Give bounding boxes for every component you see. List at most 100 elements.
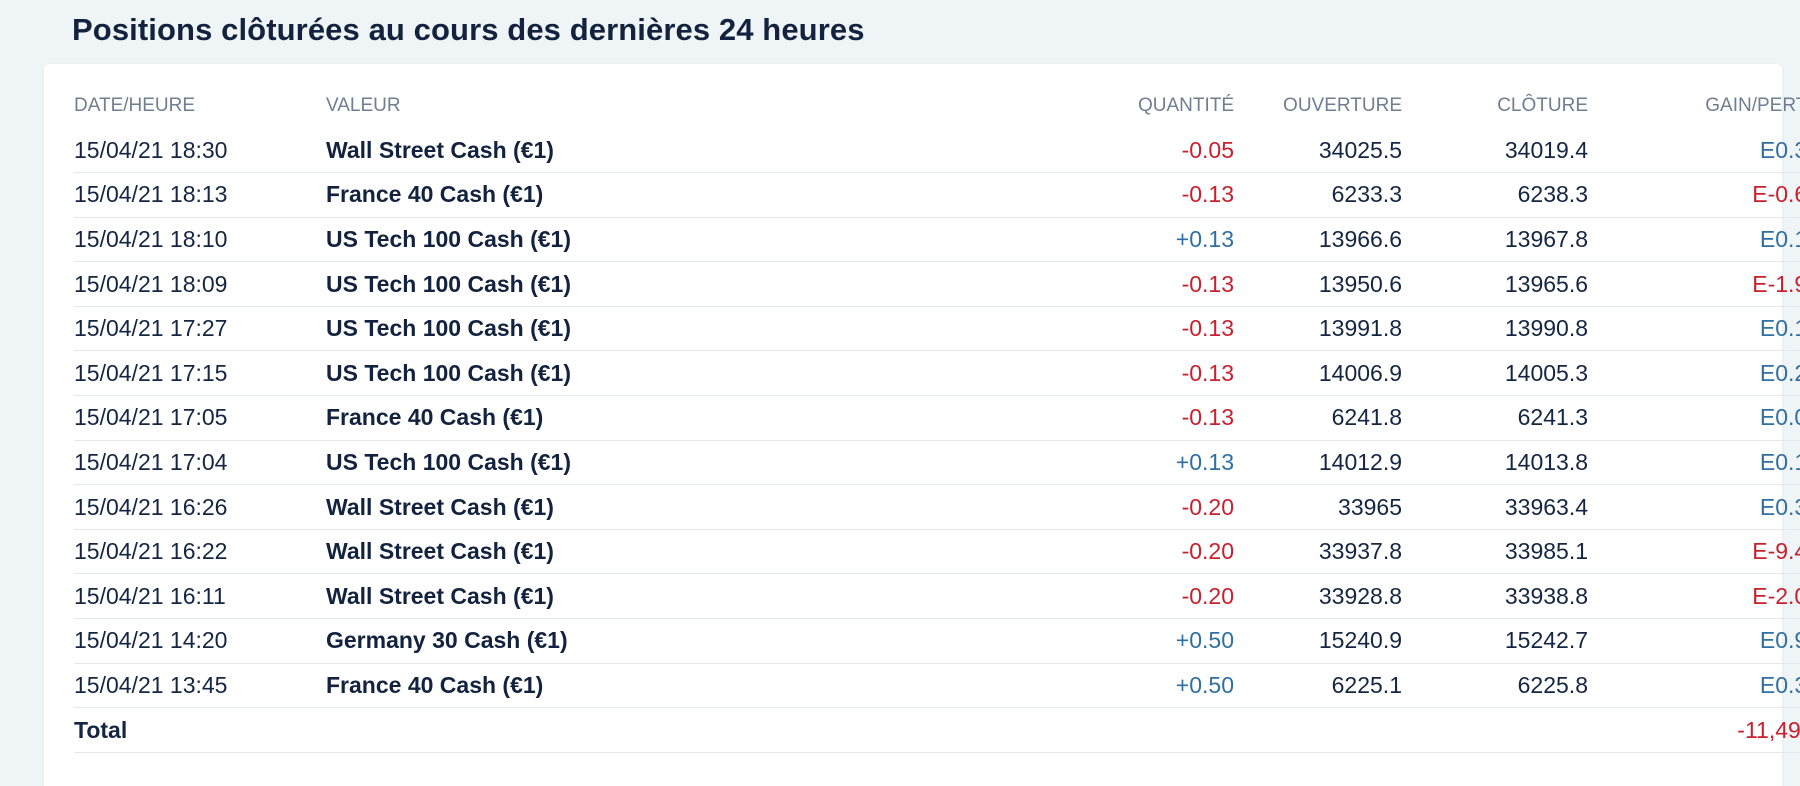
cell-profit-loss: E0.16 — [1588, 217, 1800, 263]
cell-quantity: -0.13 — [906, 395, 1234, 441]
cell-profit-loss: E0.07 — [1588, 395, 1800, 441]
table-row[interactable]: 15/04/21 17:27 US Tech 100 Cash (€1) -0.… — [74, 306, 1800, 352]
cell-open: 14012.9 — [1234, 440, 1402, 486]
cell-quantity: -0.20 — [906, 484, 1234, 530]
cell-open: 6233.3 — [1234, 172, 1402, 218]
cell-open: 33937.8 — [1234, 529, 1402, 575]
cell-quantity: -0.20 — [906, 573, 1234, 620]
cell-date: 15/04/21 13:45 — [74, 663, 326, 709]
table-row[interactable]: 15/04/21 18:30 Wall Street Cash (€1) -0.… — [74, 128, 1800, 174]
cell-quantity: -0.13 — [906, 306, 1234, 352]
cell-instrument[interactable]: US Tech 100 Cash (€1) — [326, 261, 906, 307]
cell-profit-loss: E0.13 — [1588, 306, 1800, 352]
cell-close: 34019.4 — [1402, 128, 1588, 174]
cell-instrument[interactable]: Wall Street Cash (€1) — [326, 128, 906, 174]
cell-date: 15/04/21 17:05 — [74, 395, 326, 441]
cell-profit-loss: E-9.46 — [1588, 529, 1800, 575]
cell-profit-loss: E0.12 — [1588, 440, 1800, 486]
cell-instrument[interactable]: US Tech 100 Cash (€1) — [326, 306, 906, 352]
cell-open: 13991.8 — [1234, 306, 1402, 352]
cell-quantity: +0.13 — [906, 217, 1234, 263]
cell-quantity: +0.13 — [906, 440, 1234, 486]
total-spacer — [1234, 707, 1402, 753]
cell-instrument[interactable]: France 40 Cash (€1) — [326, 663, 906, 709]
cell-date: 15/04/21 18:30 — [74, 128, 326, 174]
total-spacer — [1402, 707, 1588, 753]
cell-profit-loss: E0.21 — [1588, 350, 1800, 397]
cell-profit-loss: E0.90 — [1588, 618, 1800, 664]
cell-instrument[interactable]: France 40 Cash (€1) — [326, 172, 906, 218]
cell-close: 14005.3 — [1402, 350, 1588, 397]
table-row[interactable]: 15/04/21 17:15 US Tech 100 Cash (€1) -0.… — [74, 350, 1800, 397]
cell-close: 6225.8 — [1402, 663, 1588, 709]
cell-open: 13950.6 — [1234, 261, 1402, 307]
cell-open: 14006.9 — [1234, 350, 1402, 397]
cell-close: 6238.3 — [1402, 172, 1588, 218]
cell-instrument[interactable]: US Tech 100 Cash (€1) — [326, 440, 906, 486]
header-close[interactable]: CLÔTURE — [1497, 95, 1588, 116]
header-date[interactable]: DATE/HEURE — [74, 95, 196, 116]
cell-instrument[interactable]: Germany 30 Cash (€1) — [326, 618, 906, 664]
cell-close: 13965.6 — [1402, 261, 1588, 307]
cell-profit-loss: E-1.95 — [1588, 261, 1800, 307]
table-row[interactable]: 15/04/21 17:04 US Tech 100 Cash (€1) +0.… — [74, 440, 1800, 486]
cell-quantity: -0.20 — [906, 529, 1234, 575]
cell-profit-loss: E0.35 — [1588, 663, 1800, 709]
cell-profit-loss: E-2.00 — [1588, 573, 1800, 620]
header-instrument[interactable]: VALEUR — [326, 95, 401, 116]
cell-close: 33985.1 — [1402, 529, 1588, 575]
table-row[interactable]: 15/04/21 16:26 Wall Street Cash (€1) -0.… — [74, 484, 1800, 530]
closed-positions-table: DATE/HEURE VALEUR QUANTITÉ OUVERTURE CLÔ… — [74, 82, 1800, 753]
cell-date: 15/04/21 14:20 — [74, 618, 326, 664]
cell-date: 15/04/21 18:09 — [74, 261, 326, 307]
cell-instrument[interactable]: US Tech 100 Cash (€1) — [326, 217, 906, 263]
cell-open: 6225.1 — [1234, 663, 1402, 709]
cell-quantity: -0.05 — [906, 128, 1234, 174]
cell-quantity: -0.13 — [906, 350, 1234, 397]
table-row[interactable]: 15/04/21 14:20 Germany 30 Cash (€1) +0.5… — [74, 618, 1800, 664]
total-value: -11,49 € — [1588, 707, 1800, 753]
cell-close: 13990.8 — [1402, 306, 1588, 352]
header-profit-loss[interactable]: GAIN/PERTE — [1705, 95, 1800, 116]
cell-date: 15/04/21 16:22 — [74, 529, 326, 575]
total-spacer — [326, 707, 906, 753]
cell-quantity: -0.13 — [906, 172, 1234, 218]
table-row[interactable]: 15/04/21 18:09 US Tech 100 Cash (€1) -0.… — [74, 261, 1800, 307]
cell-close: 14013.8 — [1402, 440, 1588, 486]
cell-profit-loss: E0.31 — [1588, 128, 1800, 174]
cell-instrument[interactable]: France 40 Cash (€1) — [326, 395, 906, 441]
table-row[interactable]: 15/04/21 17:05 France 40 Cash (€1) -0.13… — [74, 395, 1800, 441]
cell-instrument[interactable]: US Tech 100 Cash (€1) — [326, 350, 906, 397]
table-header-row: DATE/HEURE VALEUR QUANTITÉ OUVERTURE CLÔ… — [74, 82, 1800, 128]
table-row[interactable]: 15/04/21 13:45 France 40 Cash (€1) +0.50… — [74, 663, 1800, 709]
cell-date: 15/04/21 16:11 — [74, 573, 326, 620]
cell-date: 15/04/21 18:13 — [74, 172, 326, 218]
cell-date: 15/04/21 17:27 — [74, 306, 326, 352]
cell-date: 15/04/21 16:26 — [74, 484, 326, 530]
cell-quantity: +0.50 — [906, 618, 1234, 664]
cell-open: 15240.9 — [1234, 618, 1402, 664]
header-open[interactable]: OUVERTURE — [1283, 95, 1402, 116]
cell-instrument[interactable]: Wall Street Cash (€1) — [326, 529, 906, 575]
cell-profit-loss: E-0.65 — [1588, 172, 1800, 218]
cell-quantity: +0.50 — [906, 663, 1234, 709]
cell-instrument[interactable]: Wall Street Cash (€1) — [326, 573, 906, 620]
table-row[interactable]: 15/04/21 16:11 Wall Street Cash (€1) -0.… — [74, 573, 1800, 620]
table-row[interactable]: 15/04/21 18:13 France 40 Cash (€1) -0.13… — [74, 172, 1800, 218]
cell-profit-loss: E0.32 — [1588, 484, 1800, 530]
table-row[interactable]: 15/04/21 16:22 Wall Street Cash (€1) -0.… — [74, 529, 1800, 575]
cell-close: 6241.3 — [1402, 395, 1588, 441]
cell-date: 15/04/21 17:04 — [74, 440, 326, 486]
cell-close: 33963.4 — [1402, 484, 1588, 530]
closed-positions-panel: DATE/HEURE VALEUR QUANTITÉ OUVERTURE CLÔ… — [44, 64, 1800, 786]
cell-open: 34025.5 — [1234, 128, 1402, 174]
header-quantity[interactable]: QUANTITÉ — [1137, 95, 1234, 116]
cell-close: 15242.7 — [1402, 618, 1588, 664]
cell-instrument[interactable]: Wall Street Cash (€1) — [326, 484, 906, 530]
cell-date: 15/04/21 18:10 — [74, 217, 326, 263]
cell-quantity: -0.13 — [906, 261, 1234, 307]
table-row[interactable]: 15/04/21 18:10 US Tech 100 Cash (€1) +0.… — [74, 217, 1800, 263]
total-spacer — [906, 707, 1234, 753]
cell-open: 33965 — [1234, 484, 1402, 530]
cell-close: 13967.8 — [1402, 217, 1588, 263]
